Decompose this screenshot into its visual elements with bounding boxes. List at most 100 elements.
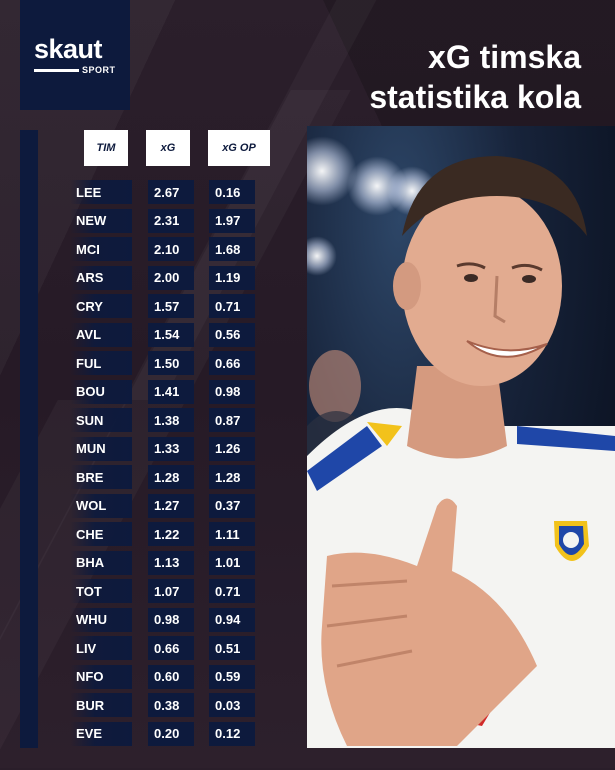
- team-cell-bg: [70, 322, 132, 347]
- xg-op-value: 0.87: [209, 408, 255, 432]
- title-line-1: xG timska: [428, 39, 581, 75]
- header-xg: xG: [146, 130, 190, 166]
- team-code: MCI: [76, 241, 100, 257]
- xg-value: 2.10: [148, 237, 194, 261]
- xg-op-value: 0.71: [209, 294, 255, 318]
- table-row: WHU 0.98 0.94: [0, 607, 300, 634]
- team-code: BOU: [76, 384, 105, 399]
- xg-value: 1.28: [148, 465, 194, 489]
- xg-op-value: 0.56: [209, 322, 255, 347]
- title-line-2: statistika kola: [369, 79, 581, 115]
- xg-op-value: 0.94: [209, 607, 255, 632]
- table-row: NFO 0.60 0.59: [0, 664, 300, 691]
- table-row: SUN 1.38 0.87: [0, 408, 300, 434]
- team-code: NEW: [76, 213, 107, 228]
- team-cell-bg: [70, 408, 132, 432]
- team-code: WOL: [76, 498, 107, 513]
- team-code: NFO: [76, 669, 104, 684]
- team-code: MUN: [76, 441, 106, 456]
- team-code: AVL: [76, 327, 102, 342]
- team-cell-bg: [70, 607, 132, 632]
- header-xg-op: xG OP: [208, 130, 270, 166]
- xg-value: 1.38: [148, 408, 194, 432]
- team-code: LIV: [76, 640, 97, 656]
- side-accent-bar: [20, 130, 38, 748]
- xg-value: 0.38: [148, 693, 194, 717]
- table-row: BOU 1.41 0.98: [0, 379, 300, 406]
- team-code: EVE: [76, 726, 103, 741]
- xg-op-value: 0.59: [209, 664, 255, 689]
- xg-op-value: 1.11: [209, 522, 255, 546]
- xg-op-value: 1.28: [209, 465, 255, 489]
- table-row: EVE 0.20 0.12: [0, 721, 300, 748]
- team-code: BUR: [76, 697, 105, 713]
- team-code: CHE: [76, 526, 104, 542]
- team-cell-bg: [70, 465, 132, 489]
- xg-op-value: 0.12: [209, 721, 255, 746]
- xg-value: 2.31: [148, 208, 194, 233]
- player-portrait-icon: [307, 156, 615, 748]
- team-code: ARS: [76, 270, 104, 285]
- xg-value: 0.98: [148, 607, 194, 632]
- table-row: TOT 1.07 0.71: [0, 579, 300, 605]
- team-cell-bg: [70, 180, 132, 204]
- player-photo: [307, 126, 615, 748]
- xg-value: 1.07: [148, 579, 194, 603]
- xg-value: 0.20: [148, 721, 194, 746]
- xg-value: 1.27: [148, 493, 194, 518]
- xg-op-value: 1.26: [209, 436, 255, 461]
- team-cell-bg: [70, 379, 132, 404]
- table-row: CHE 1.22 1.11: [0, 522, 300, 548]
- team-code: CRY: [76, 298, 103, 314]
- team-cell-bg: [70, 493, 132, 518]
- xg-op-value: 0.37: [209, 493, 255, 518]
- team-cell-bg: [70, 721, 132, 746]
- brand-underline: [34, 69, 79, 72]
- brand-logo: skaut SPORT: [20, 0, 130, 110]
- xg-value: 2.00: [148, 265, 194, 290]
- xg-value: 1.54: [148, 322, 194, 347]
- table-row: BRE 1.28 1.28: [0, 465, 300, 491]
- table-row: ARS 2.00 1.19: [0, 265, 300, 292]
- table-row: MCI 2.10 1.68: [0, 237, 300, 263]
- team-code: FUL: [76, 355, 102, 371]
- team-cell-bg: [70, 636, 132, 660]
- table-row: FUL 1.50 0.66: [0, 351, 300, 377]
- team-code: TOT: [76, 583, 102, 599]
- xg-value: 1.22: [148, 522, 194, 546]
- xg-op-value: 0.66: [209, 351, 255, 375]
- team-cell-bg: [70, 436, 132, 461]
- xg-value: 1.33: [148, 436, 194, 461]
- xg-value: 0.60: [148, 664, 194, 689]
- team-cell-bg: [70, 294, 132, 318]
- table-row: WOL 1.27 0.37: [0, 493, 300, 520]
- xg-op-value: 1.19: [209, 265, 255, 290]
- team-code: BRE: [76, 469, 104, 485]
- table-row: LEE 2.67 0.16: [0, 180, 300, 206]
- page-title: xG timska statistika kola: [369, 37, 581, 117]
- table-row: NEW 2.31 1.97: [0, 208, 300, 235]
- xg-op-value: 1.01: [209, 550, 255, 575]
- xg-op-value: 0.03: [209, 693, 255, 717]
- xg-value: 1.41: [148, 379, 194, 404]
- team-cell-bg: [70, 208, 132, 233]
- brand-name: skaut: [34, 34, 103, 64]
- team-cell-bg: [70, 237, 132, 261]
- xg-op-value: 0.16: [209, 180, 255, 204]
- xg-value: 1.13: [148, 550, 194, 575]
- xg-value: 2.67: [148, 180, 194, 204]
- xg-value: 0.66: [148, 636, 194, 660]
- header-team: TIM: [84, 130, 128, 166]
- table-row: MUN 1.33 1.26: [0, 436, 300, 463]
- xg-op-value: 0.98: [209, 379, 255, 404]
- xg-value: 1.50: [148, 351, 194, 375]
- table-row: BHA 1.13 1.01: [0, 550, 300, 577]
- team-cell-bg: [70, 351, 132, 375]
- table-row: LIV 0.66 0.51: [0, 636, 300, 662]
- team-cell-bg: [70, 664, 132, 689]
- xg-op-value: 0.71: [209, 579, 255, 603]
- team-cell-bg: [70, 693, 132, 717]
- team-cell-bg: [70, 550, 132, 575]
- xg-value: 1.57: [148, 294, 194, 318]
- xg-op-value: 0.51: [209, 636, 255, 660]
